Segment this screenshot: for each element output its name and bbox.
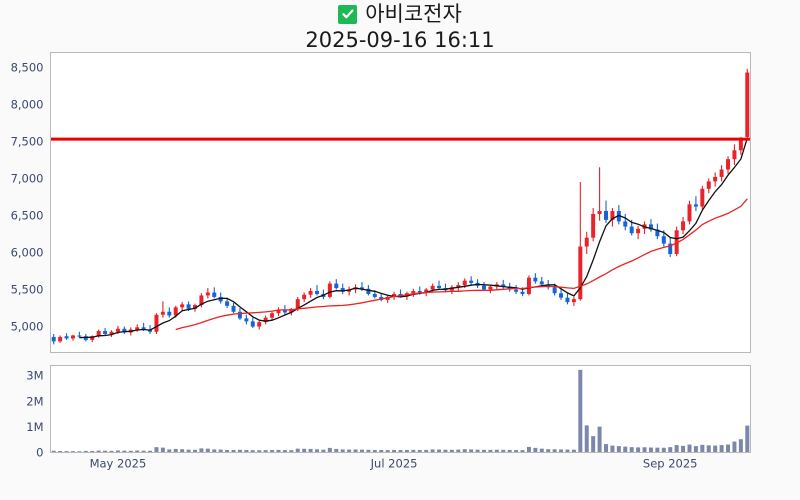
price-plot-border (50, 52, 751, 353)
price-axis-labels: 5,000 5,500 6,000 6,500 7,000 7,500 8,000 8,500 (11, 60, 44, 333)
date-axis-labels: May 2025 Jul 2025 Sep 2025 (90, 457, 698, 471)
date-tick-label: Jul 2025 (370, 457, 418, 471)
title-row: 아비코전자 (0, 1, 800, 27)
price-tick-label: 6,000 (11, 246, 44, 260)
price-tick-label: 8,000 (11, 97, 44, 111)
ma-long-line (175, 198, 748, 331)
volume-plot-background (50, 365, 751, 453)
volume-tick-label: 0 (36, 446, 43, 460)
timestamp-label: 2025-09-16 16:11 (305, 28, 495, 52)
volume-tick-label: 3M (26, 369, 43, 383)
price-tick-label: 5,500 (11, 283, 44, 297)
price-tick-label: 7,000 (11, 171, 44, 185)
price-tick-label: 6,500 (11, 208, 44, 222)
price-tick-label: 5,000 (11, 320, 44, 334)
date-tick-label: Sep 2025 (643, 457, 698, 471)
page-title: 아비코전자 (365, 2, 462, 26)
date-tick-label: May 2025 (90, 457, 147, 471)
volume-plot-border (50, 365, 751, 453)
volume-tick-label: 1M (26, 420, 43, 434)
price-tick-label: 8,500 (11, 60, 44, 74)
volume-tick-label: 2M (26, 394, 43, 408)
volume-series (51, 369, 750, 453)
price-plot-background (50, 52, 751, 353)
candlestick-series (51, 68, 750, 345)
price-tick-label: 7,500 (11, 134, 44, 148)
chart-header: 아비코전자 2025-09-16 16:11 (0, 0, 800, 52)
check-icon[interactable] (338, 4, 358, 24)
volume-axis-labels: 0 1M 2M 3M (26, 369, 43, 460)
